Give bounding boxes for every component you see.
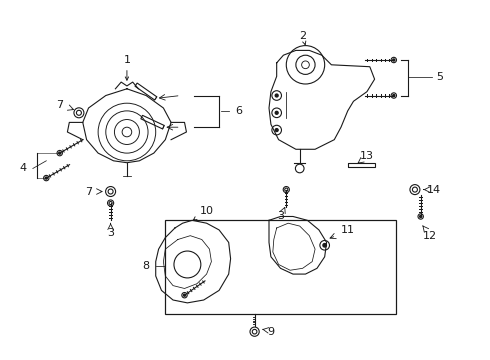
- Text: 1: 1: [123, 55, 130, 80]
- Text: 9: 9: [268, 327, 274, 337]
- Text: 2: 2: [299, 31, 306, 45]
- Text: 11: 11: [341, 225, 355, 235]
- Text: 5: 5: [437, 72, 443, 82]
- Text: 12: 12: [423, 231, 438, 241]
- Circle shape: [393, 94, 395, 96]
- Circle shape: [59, 152, 61, 154]
- Text: 4: 4: [20, 163, 27, 174]
- Text: 6: 6: [235, 106, 242, 116]
- Text: 8: 8: [143, 261, 149, 271]
- Circle shape: [183, 294, 186, 296]
- Circle shape: [419, 215, 422, 217]
- Circle shape: [393, 59, 395, 61]
- Circle shape: [45, 177, 48, 179]
- Circle shape: [323, 244, 326, 247]
- Text: 10: 10: [194, 206, 214, 220]
- Circle shape: [275, 111, 278, 114]
- Text: 3: 3: [107, 228, 114, 238]
- Text: 7: 7: [56, 100, 63, 110]
- Text: 3: 3: [277, 211, 284, 221]
- Text: 14: 14: [427, 185, 441, 195]
- Text: 13: 13: [360, 151, 374, 161]
- Circle shape: [275, 94, 278, 97]
- Text: 7: 7: [85, 186, 92, 197]
- Bar: [165, 220, 396, 314]
- Circle shape: [275, 129, 278, 131]
